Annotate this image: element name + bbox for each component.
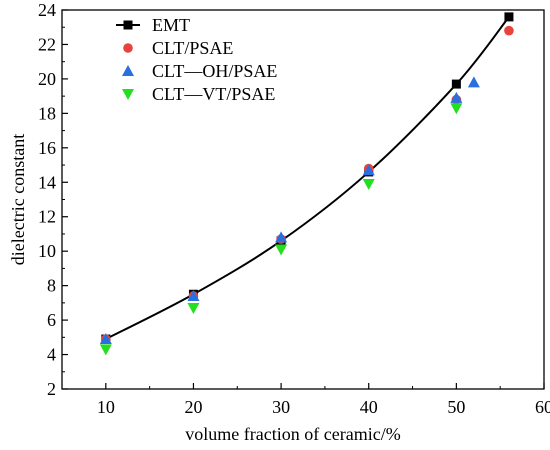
- legend-label: EMT: [152, 15, 190, 35]
- data-point-series-3: [450, 103, 463, 115]
- data-point-series-3: [275, 244, 288, 256]
- data-point-series-2: [467, 76, 480, 88]
- data-point-series-2: [187, 289, 200, 301]
- x-tick-label: 60: [535, 397, 550, 417]
- data-point-series-2: [99, 333, 112, 345]
- data-point-series-1: [504, 25, 514, 36]
- x-tick-label: 50: [447, 397, 465, 417]
- x-tick-label: 40: [360, 397, 378, 417]
- y-tick-label: 2: [47, 379, 56, 399]
- y-tick-label: 10: [38, 241, 56, 261]
- y-tick-label: 14: [38, 172, 56, 192]
- x-tick-label: 20: [184, 397, 202, 417]
- legend-marker: [122, 89, 134, 100]
- data-point-series-2: [450, 91, 463, 103]
- data-point-series-3: [187, 303, 200, 315]
- legend-label: CLT—OH/PSAE: [152, 61, 277, 81]
- x-axis-label: volume fraction of ceramic/%: [185, 424, 400, 444]
- y-tick-label: 12: [38, 207, 56, 227]
- legend-marker: [123, 43, 133, 53]
- legend-label: CLT—VT/PSAE: [152, 84, 275, 104]
- y-tick-label: 16: [38, 138, 56, 158]
- x-tick-label: 10: [97, 397, 115, 417]
- y-tick-label: 22: [38, 34, 56, 54]
- y-axis-label: dielectric constant: [8, 134, 28, 265]
- legend-label: CLT/PSAE: [152, 38, 233, 58]
- y-tick-label: 8: [47, 276, 56, 296]
- data-point-series-3: [99, 344, 112, 356]
- data-point-series-0: [451, 79, 461, 89]
- data-point-series-0: [504, 12, 514, 22]
- data-point-series-2: [362, 164, 375, 176]
- y-tick-label: 20: [38, 69, 56, 89]
- y-tick-label: 4: [47, 345, 56, 365]
- y-tick-label: 6: [47, 310, 56, 330]
- legend-marker: [122, 65, 134, 76]
- data-point-series-3: [362, 178, 375, 190]
- data-point-series-2: [275, 231, 288, 243]
- y-tick-label: 24: [38, 0, 56, 20]
- y-tick-label: 18: [38, 103, 56, 123]
- legend-marker: [123, 20, 133, 30]
- x-tick-label: 30: [272, 397, 290, 417]
